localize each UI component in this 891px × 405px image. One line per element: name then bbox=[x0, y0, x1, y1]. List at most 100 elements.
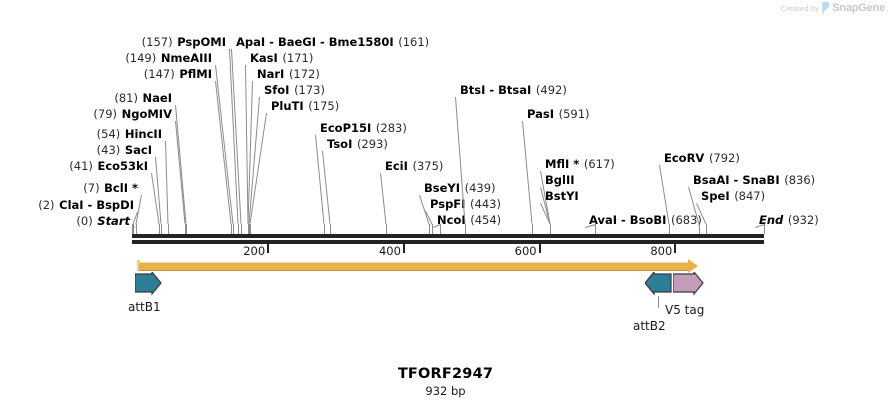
enzyme-position-bcli: (7) bbox=[83, 181, 100, 195]
restriction-site-tick bbox=[595, 224, 596, 234]
enzyme-label-nmeaiii[interactable]: (149) NmeAIII bbox=[125, 52, 212, 64]
enzyme-position-ecorv: (792) bbox=[708, 151, 740, 165]
enzyme-label-bglii[interactable]: BglII bbox=[545, 174, 575, 186]
enzyme-label-ngomiv[interactable]: (79) NgoMIV bbox=[93, 108, 172, 120]
feature-arrow-attb1[interactable] bbox=[135, 272, 163, 296]
enzyme-label-pspomi[interactable]: (157) PspOMI bbox=[142, 36, 226, 48]
enzyme-name-ecop15i: EcoP15I bbox=[320, 121, 372, 135]
feature-arrow-v5tag[interactable] bbox=[673, 272, 705, 296]
enzyme-position-nmeaiii: (149) bbox=[125, 51, 157, 65]
enzyme-position-pasi: (591) bbox=[558, 107, 590, 121]
enzyme-name-kasi: KasI bbox=[250, 51, 278, 65]
enzyme-name-ecorv: EcoRV bbox=[664, 151, 705, 165]
enzyme-position-sfoi: (173) bbox=[294, 83, 325, 97]
feature-label-attb2: attB2 bbox=[633, 319, 666, 333]
enzyme-name-spei: SpeI bbox=[701, 189, 730, 203]
restriction-site-tick bbox=[432, 224, 433, 234]
restriction-site-tick bbox=[248, 224, 249, 234]
enzyme-label-bstyi[interactable]: BstYI bbox=[545, 190, 579, 202]
leader-line-bcli bbox=[135, 194, 142, 224]
enzyme-label-ecorv[interactable]: EcoRV (792) bbox=[664, 152, 740, 164]
orf-arrow-body[interactable] bbox=[138, 262, 691, 271]
feature-arrow-attb2[interactable] bbox=[645, 272, 673, 296]
enzyme-label-apai[interactable]: ApaI - BaeGI - Bme1580I (161) bbox=[236, 36, 429, 48]
restriction-site-tick bbox=[241, 224, 242, 234]
enzyme-position-kasi: (171) bbox=[282, 51, 314, 65]
enzyme-position-mfli: (617) bbox=[583, 157, 615, 171]
restriction-site-tick bbox=[133, 224, 134, 234]
enzyme-position-saci: (43) bbox=[96, 143, 121, 157]
enzyme-label-ecii[interactable]: EciI (375) bbox=[385, 160, 443, 172]
enzyme-label-kasi[interactable]: KasI (171) bbox=[250, 52, 313, 64]
enzyme-label-tsoi[interactable]: TsoI (293) bbox=[327, 138, 388, 150]
sequence-backbone-bottom-strand bbox=[131, 240, 764, 244]
restriction-site-tick bbox=[465, 224, 466, 234]
orf-start-cap bbox=[136, 260, 140, 271]
restriction-site-tick bbox=[324, 224, 325, 234]
enzyme-name-bcli: BclI * bbox=[104, 181, 138, 195]
snapgene-flag-icon bbox=[822, 2, 830, 14]
enzyme-position-eco53ki: (41) bbox=[69, 159, 93, 173]
restriction-site-tick bbox=[231, 224, 232, 234]
enzyme-label-pspfi[interactable]: PspFI (443) bbox=[430, 198, 501, 210]
enzyme-label-mfli[interactable]: MflI * (617) bbox=[545, 158, 615, 170]
enzyme-label-ecop15i[interactable]: EcoP15I (283) bbox=[320, 122, 407, 134]
enzyme-position-bsaai: (836) bbox=[784, 173, 816, 187]
enzyme-name-btsi: BtsI - BtsaI bbox=[460, 83, 532, 97]
enzyme-name-end: End bbox=[759, 213, 784, 227]
enzyme-position-pspfi: (443) bbox=[470, 197, 501, 211]
restriction-site-tick bbox=[136, 224, 137, 234]
enzyme-label-ncoi[interactable]: NcoI (454) bbox=[437, 214, 501, 226]
enzyme-label-clai[interactable]: (2) ClaI - BspDI bbox=[38, 199, 134, 211]
enzyme-label-eco53ki[interactable]: (41) Eco53kI bbox=[69, 160, 148, 172]
enzyme-position-bseyi: (439) bbox=[464, 181, 496, 195]
restriction-site-tick bbox=[186, 224, 187, 234]
restriction-site-tick bbox=[238, 224, 239, 234]
enzyme-label-pasi[interactable]: PasI (591) bbox=[527, 108, 590, 120]
restriction-site-tick bbox=[706, 224, 707, 234]
restriction-site-tick bbox=[764, 224, 765, 234]
enzyme-position-pspomi: (157) bbox=[141, 35, 173, 49]
enzyme-name-bseyi: BseYI bbox=[424, 181, 461, 195]
restriction-site-tick bbox=[233, 224, 234, 234]
enzyme-label-sfoi[interactable]: SfoI (173) bbox=[264, 84, 325, 96]
enzyme-label-pluti[interactable]: PluTI (175) bbox=[271, 100, 339, 112]
restriction-site-tick bbox=[249, 224, 250, 234]
enzyme-position-ecii: (375) bbox=[412, 159, 444, 173]
enzyme-name-tsoi: TsoI bbox=[327, 137, 353, 151]
enzyme-label-pflmi[interactable]: (147) PflMI bbox=[144, 68, 212, 80]
enzyme-label-bsaai[interactable]: BsaAI - SnaBI (836) bbox=[693, 174, 815, 186]
enzyme-label-nari[interactable]: NarI (172) bbox=[257, 68, 320, 80]
restriction-site-tick bbox=[550, 224, 551, 234]
enzyme-label-end[interactable]: End (932) bbox=[759, 214, 819, 226]
enzyme-name-start: Start bbox=[97, 214, 130, 228]
enzyme-name-ncoi: NcoI bbox=[437, 213, 466, 227]
enzyme-name-sfoi: SfoI bbox=[264, 83, 290, 97]
enzyme-position-avai: (683) bbox=[670, 213, 702, 227]
enzyme-position-pflmi: (147) bbox=[143, 67, 175, 81]
enzyme-position-pluti: (175) bbox=[308, 99, 340, 113]
enzyme-label-spei[interactable]: SpeI (847) bbox=[701, 190, 765, 202]
orf-arrow-head bbox=[688, 259, 699, 273]
enzyme-label-start[interactable]: (0) Start bbox=[76, 215, 130, 227]
restriction-site-tick bbox=[669, 224, 670, 234]
enzyme-label-btsi[interactable]: BtsI - BtsaI (492) bbox=[460, 84, 567, 96]
enzyme-position-spei: (847) bbox=[734, 189, 766, 203]
leader-line-pasi bbox=[522, 121, 533, 225]
enzyme-label-saci[interactable]: (43) SacI bbox=[97, 144, 152, 156]
enzyme-name-hincii: HincII bbox=[124, 127, 162, 141]
restriction-site-tick bbox=[168, 224, 169, 234]
enzyme-name-mfli: MflI * bbox=[545, 157, 580, 171]
enzyme-name-pluti: PluTI bbox=[271, 99, 304, 113]
enzyme-label-bcli[interactable]: (7) BclI * bbox=[83, 182, 138, 194]
enzyme-label-avai[interactable]: AvaI - BsoBI (683) bbox=[589, 214, 702, 226]
watermark-brand-text: SnapGene bbox=[832, 2, 885, 14]
enzyme-label-naei[interactable]: (81) NaeI bbox=[114, 92, 172, 104]
enzyme-name-pflmi: PflMI bbox=[179, 67, 212, 81]
ruler-label-800: 800 bbox=[650, 244, 673, 258]
enzyme-label-hincii[interactable]: (54) HincII bbox=[97, 128, 162, 140]
enzyme-label-bseyi[interactable]: BseYI (439) bbox=[424, 182, 496, 194]
enzyme-name-clai: ClaI - BspDI bbox=[59, 198, 134, 212]
map-title: TFORF2947 bbox=[397, 366, 494, 382]
